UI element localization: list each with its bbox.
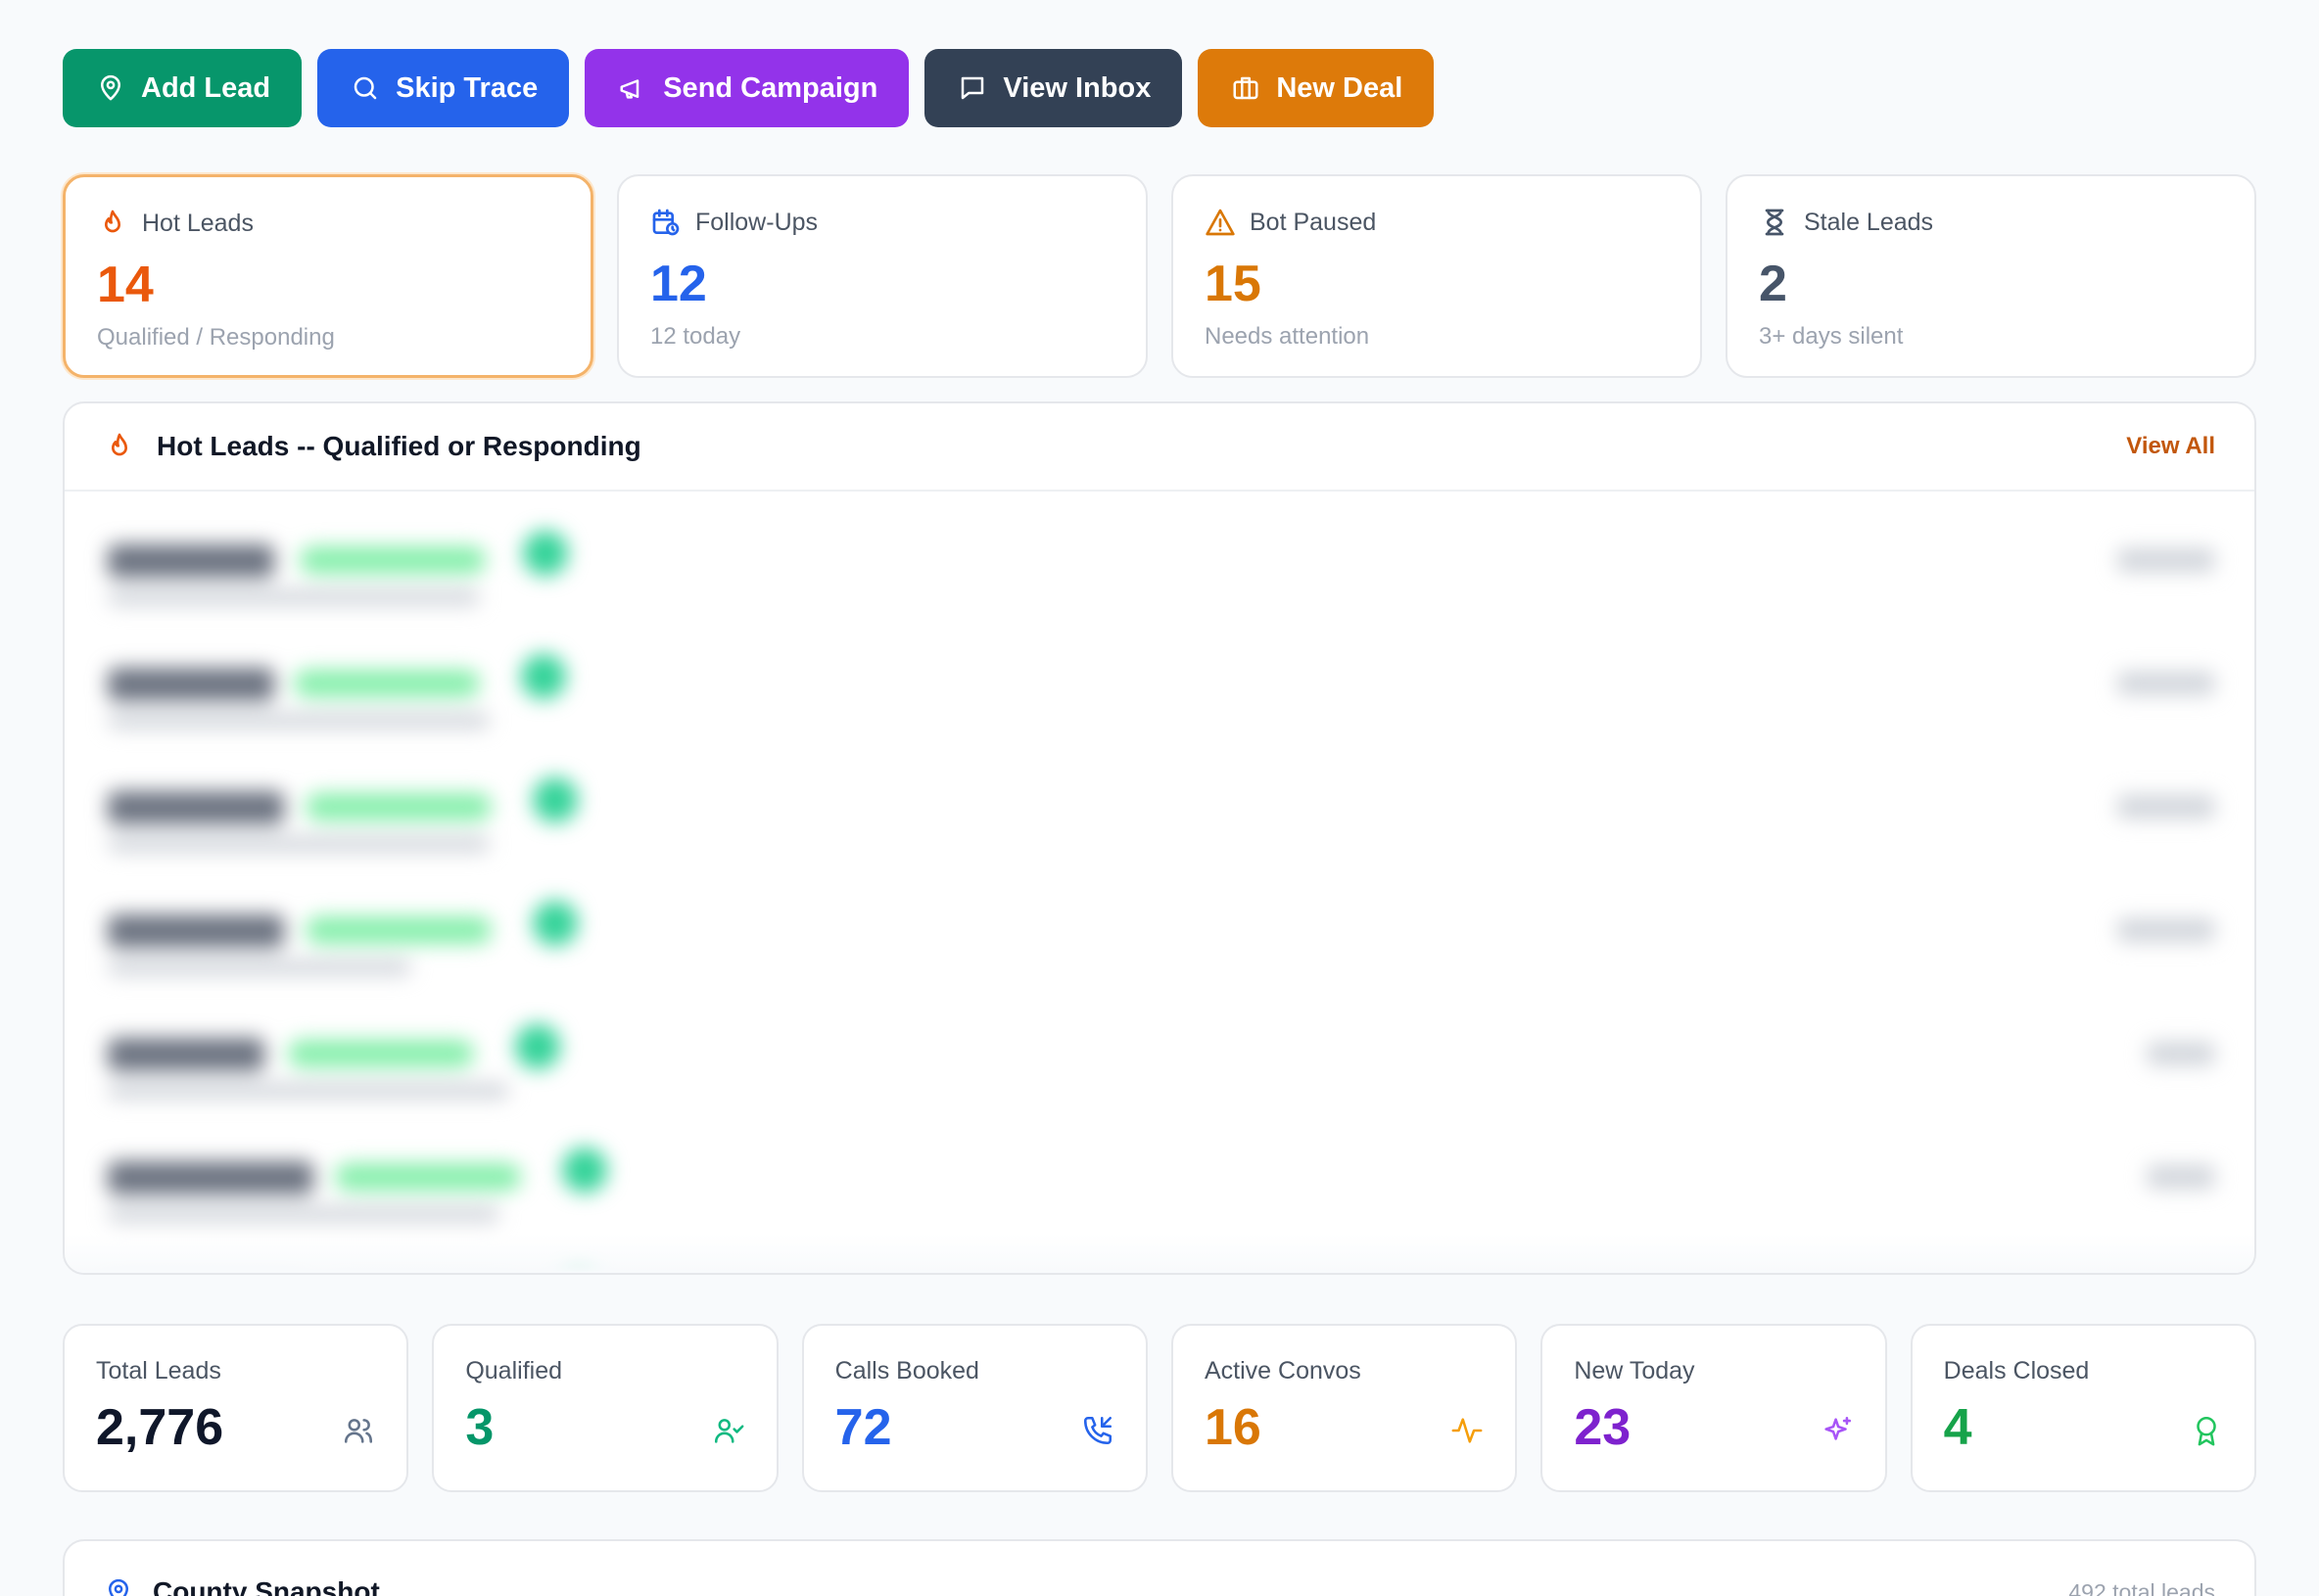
calls-booked-value: 72 — [834, 1399, 892, 1456]
hot-leads-title: Hot Leads — [142, 209, 254, 237]
total-leads-label: Total Leads — [96, 1357, 221, 1385]
follow-ups-card[interactable]: Follow-Ups 12 12 today — [617, 174, 1148, 378]
warning-icon — [1206, 209, 1235, 236]
bot-paused-title: Bot Paused — [1250, 208, 1377, 236]
list-item[interactable] — [65, 752, 2254, 875]
stale-leads-title: Stale Leads — [1804, 208, 1934, 236]
follow-ups-sub: 12 today — [650, 323, 741, 350]
flame-icon — [112, 433, 127, 456]
quick-actions: Add Lead Skip Trace Send Campaign View I… — [63, 49, 1435, 127]
stale-leads-value: 2 — [1759, 256, 1787, 312]
send-campaign-button[interactable]: Send Campaign — [585, 49, 910, 127]
calendar-clock-icon — [652, 209, 680, 236]
active-convos-value: 16 — [1205, 1399, 1261, 1456]
county-snapshot-panel: County Snapshot 492 total leads — [63, 1539, 2256, 1596]
list-item[interactable] — [65, 629, 2254, 752]
stat-cards: Total Leads 2,776 Qualified 3 Calls Book… — [63, 1324, 2256, 1492]
hot-leads-card[interactable]: Hot Leads 14 Qualified / Responding — [63, 174, 593, 378]
new-deal-button[interactable]: New Deal — [1198, 49, 1435, 127]
new-today-card: New Today 23 — [1540, 1324, 1887, 1492]
skip-trace-label: Skip Trace — [396, 71, 539, 104]
deals-closed-label: Deals Closed — [1943, 1357, 2090, 1385]
hot-leads-value: 14 — [97, 257, 154, 313]
qualified-value: 3 — [465, 1399, 495, 1456]
stale-leads-sub: 3+ days silent — [1759, 323, 1904, 350]
list-item[interactable] — [65, 999, 2254, 1122]
view-all-link[interactable]: View All — [2126, 433, 2215, 459]
calls-booked-card: Calls Booked 72 — [801, 1324, 1148, 1492]
map-pin-icon — [109, 1578, 128, 1596]
award-icon — [2197, 1416, 2216, 1446]
deals-closed-value: 4 — [1943, 1399, 1972, 1456]
add-lead-button[interactable]: Add Lead — [63, 49, 303, 127]
list-item[interactable] — [65, 505, 2254, 629]
hot-leads-list — [65, 492, 2254, 1273]
stale-leads-card[interactable]: Stale Leads 2 3+ days silent — [1726, 174, 2256, 378]
search-icon — [354, 76, 377, 100]
new-deal-label: New Deal — [1276, 71, 1403, 104]
calls-booked-label: Calls Booked — [834, 1357, 979, 1385]
add-lead-label: Add Lead — [141, 71, 271, 104]
list-item[interactable] — [65, 1122, 2254, 1245]
flame-icon — [105, 210, 120, 233]
bot-paused-sub: Needs attention — [1205, 323, 1370, 350]
active-convos-label: Active Convos — [1205, 1357, 1361, 1385]
county-snapshot-title: County Snapshot — [153, 1576, 380, 1596]
new-today-label: New Today — [1574, 1357, 1695, 1385]
follow-ups-value: 12 — [650, 256, 707, 312]
message-square-icon — [962, 76, 984, 100]
phone-incoming-icon — [1083, 1416, 1112, 1445]
deals-closed-card: Deals Closed 4 — [1910, 1324, 2256, 1492]
hourglass-icon — [1765, 209, 1784, 236]
county-total-leads: 492 total leads — [2068, 1578, 2215, 1596]
hot-leads-panel: Hot Leads -- Qualified or Responding Vie… — [63, 401, 2256, 1275]
hot-leads-sub: Qualified / Responding — [97, 324, 335, 351]
megaphone-icon — [620, 79, 639, 99]
active-convos-card: Active Convos 16 — [1171, 1324, 1518, 1492]
users-icon — [345, 1419, 373, 1443]
activity-icon — [1451, 1418, 1483, 1443]
bot-paused-value: 15 — [1205, 256, 1261, 312]
follow-ups-title: Follow-Ups — [695, 208, 819, 236]
send-campaign-label: Send Campaign — [663, 71, 878, 104]
alert-cards: Hot Leads 14 Qualified / Responding Foll… — [63, 174, 2256, 378]
view-inbox-button[interactable]: View Inbox — [924, 49, 1183, 127]
view-inbox-label: View Inbox — [1003, 71, 1152, 104]
qualified-card: Qualified 3 — [432, 1324, 779, 1492]
new-today-value: 23 — [1574, 1399, 1632, 1456]
bot-paused-card[interactable]: Bot Paused 15 Needs attention — [1171, 174, 1702, 378]
total-leads-value: 2,776 — [96, 1399, 224, 1456]
qualified-label: Qualified — [465, 1357, 562, 1385]
hot-leads-panel-title: Hot Leads -- Qualified or Responding — [157, 431, 641, 461]
hot-leads-panel-header: Hot Leads -- Qualified or Responding Vie… — [65, 403, 2254, 492]
total-leads-card: Total Leads 2,776 — [63, 1324, 409, 1492]
map-pin-icon — [101, 74, 120, 101]
briefcase-icon — [1233, 76, 1258, 100]
skip-trace-button[interactable]: Skip Trace — [317, 49, 570, 127]
sparkles-icon — [1824, 1416, 1851, 1440]
list-item[interactable] — [65, 875, 2254, 999]
user-check-icon — [714, 1419, 744, 1443]
